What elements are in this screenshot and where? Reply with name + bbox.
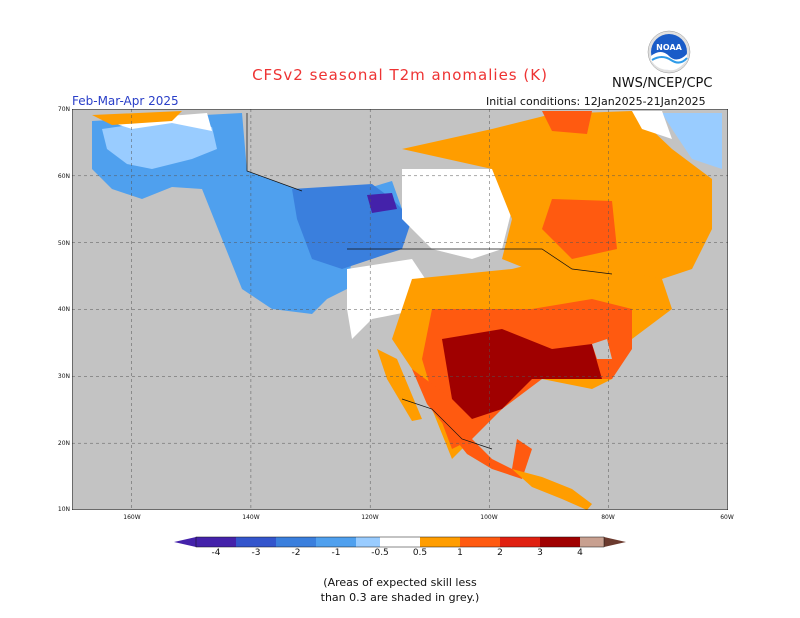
colorbar-label: 0.5 [412,548,428,558]
land-greenland-white [632,111,672,139]
lon-label-100w: 100W [480,514,498,521]
land-alaska-orange [92,111,182,125]
colorbar-label: -3 [251,548,261,558]
colorbar-bin [196,537,236,547]
colorbar-label: -0.5 [371,548,389,558]
colorbar-label: -1 [331,548,341,558]
lat-label-60n: 60N [57,173,70,180]
lat-label-10n: 10N [57,506,70,513]
colorbar-bin [580,537,604,547]
land-baja [377,349,422,421]
land-arctic-red [542,111,592,134]
lon-label-80w: 80W [601,514,615,521]
logo-text: NOAA [656,43,682,52]
lon-label-120w: 120W [361,514,379,521]
colorbar-arrow-low [174,537,196,547]
colorbar-bin [500,537,540,547]
colorbar-label: 2 [497,548,503,558]
colorbar-bin [236,537,276,547]
colorbar [174,536,626,548]
colorbar-bin [460,537,500,547]
land-central-america [512,469,592,510]
lat-label-40n: 40N [57,306,70,313]
land-usa-white-west [347,259,432,339]
lon-label-60w: 60W [720,514,734,521]
colorbar-label: -2 [291,548,301,558]
lat-label-30n: 30N [57,373,70,380]
footnote-line-2: than 0.3 are shaded in grey.) [320,591,480,604]
lon-label-140w: 140W [242,514,260,521]
lat-lon-grid [72,109,728,510]
colorbar-label: 3 [537,548,543,558]
colorbar-bin [356,537,380,547]
land-usa-grey-patch [592,339,612,359]
lat-label-70n: 70N [57,106,70,113]
map-title: CFSv2 seasonal T2m anomalies (K) [252,66,548,84]
land-alaska-light [102,119,217,169]
footnote-line-1: (Areas of expected skill less [323,576,477,589]
land-greenland-blue [662,113,722,169]
lat-label-50n: 50N [57,240,70,247]
country-borders [246,113,613,450]
land-canada-white [402,169,512,259]
land-usa-darkred [442,329,602,419]
anomaly-map [72,109,728,510]
land-alaska-white [107,113,212,131]
colorbar-bin [380,537,420,547]
colorbar-label: -4 [211,548,221,558]
colorbar-label: 4 [577,548,583,558]
land-canada-darkest [367,193,397,213]
land-mexico-red [412,369,532,479]
lon-label-160w: 160W [123,514,141,521]
colorbar-label: 1 [457,548,463,558]
season-label: Feb-Mar-Apr 2025 [72,94,179,108]
noaa-logo-icon: NOAA [647,30,691,74]
initial-conditions-label: Initial conditions: 12Jan2025-21Jan2025 [486,95,706,108]
colorbar-arrow-high [604,537,626,547]
colorbar-bin [420,537,460,547]
colorbar-frame [195,536,605,548]
colorbar-bin [316,537,356,547]
colorbar-bin [540,537,580,547]
agency-label: NWS/NCEP/CPC [612,76,713,91]
land-quebec-red [542,199,617,259]
lat-label-20n: 20N [57,440,70,447]
colorbar-bin [276,537,316,547]
